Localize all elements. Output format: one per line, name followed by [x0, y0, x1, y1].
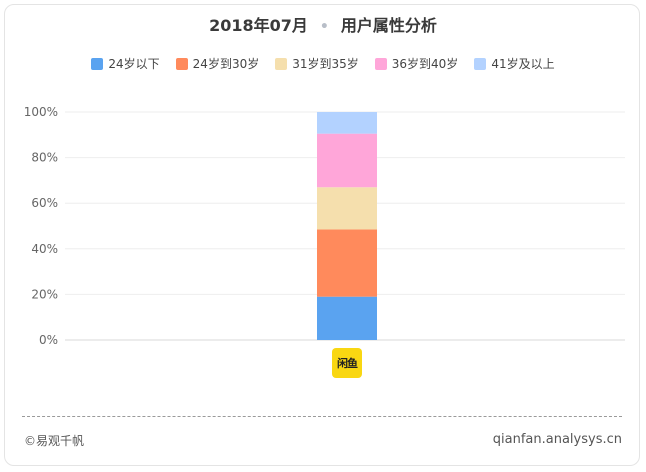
y-tick-label: 80% — [31, 151, 58, 165]
y-tick-label: 60% — [31, 196, 58, 210]
legend-item-1[interactable]: 24岁到30岁 — [175, 55, 260, 72]
app-icon-text: 闲鱼 — [337, 357, 358, 370]
legend-label: 24岁到30岁 — [192, 57, 260, 71]
legend-swatch — [275, 57, 288, 70]
y-tick-label: 20% — [31, 287, 58, 301]
chart-legend: 24岁以下 24岁到30岁 31岁到35岁 36岁到40岁 41岁及以上 — [0, 55, 646, 72]
title-separator: • — [319, 19, 329, 35]
legend-item-2[interactable]: 31岁到35岁 — [275, 55, 359, 72]
legend-swatch — [91, 57, 104, 70]
legend-label: 41岁及以上 — [491, 57, 555, 71]
legend-item-3[interactable]: 36岁到40岁 — [374, 55, 459, 72]
footer-source-url: qianfan.analysys.cn — [492, 432, 622, 447]
title-text: 用户属性分析 — [340, 16, 437, 35]
bar-segment-3 — [317, 133, 377, 188]
bar-segment-1 — [317, 229, 377, 297]
footer-copyright: ©易观千帆 — [24, 434, 85, 448]
bar-segment-0 — [317, 296, 377, 340]
y-tick-label: 0% — [39, 333, 58, 347]
legend-label: 24岁以下 — [108, 57, 160, 71]
legend-swatch — [474, 57, 487, 70]
legend-item-0[interactable]: 24岁以下 — [91, 55, 160, 72]
y-tick-label: 100% — [24, 105, 58, 119]
legend-label: 36岁到40岁 — [391, 57, 459, 71]
bar-segment-4 — [317, 112, 377, 134]
y-tick-label: 40% — [31, 242, 58, 256]
legend-label: 31岁到35岁 — [292, 57, 359, 71]
title-period: 2018年07月 — [209, 16, 308, 35]
bar-segment-2 — [317, 187, 377, 230]
xianyu-app-icon: 闲鱼 — [332, 348, 362, 378]
legend-swatch — [374, 57, 387, 70]
legend-item-4[interactable]: 41岁及以上 — [474, 55, 555, 72]
chart-title: 2018年07月 • 用户属性分析 — [0, 12, 646, 36]
footer-divider — [22, 416, 622, 417]
legend-swatch — [175, 57, 188, 70]
